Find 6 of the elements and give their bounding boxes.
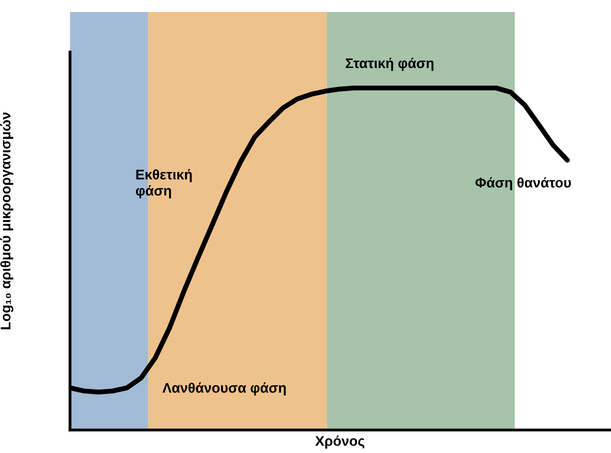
y-axis-title: Log₁₀ αριθμού μικροοργανισμών	[0, 112, 14, 330]
annotation: Λανθάνουσα φάση	[162, 382, 286, 396]
x-axis-title: Χρόνος	[315, 436, 364, 449]
text: Στατική φάση	[346, 58, 434, 71]
annotation: Εκθετική φάση	[136, 169, 192, 198]
annotation: Φάση θανάτου	[475, 177, 571, 190]
